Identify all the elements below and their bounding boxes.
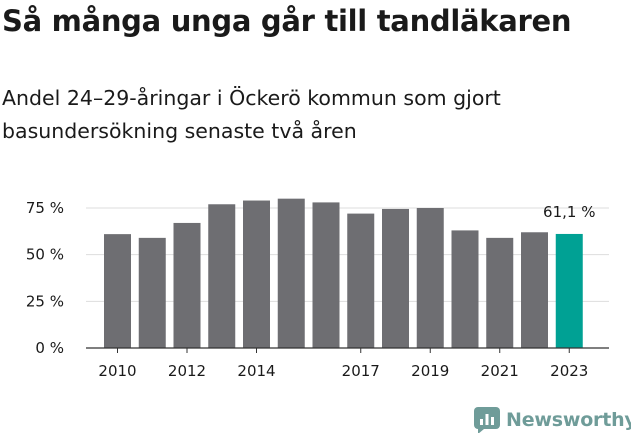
x-tick-label: 2017 [342,362,380,380]
x-tick-label: 2023 [550,362,588,380]
bar [208,204,236,348]
bar [416,208,444,348]
data-label-annotation: 61,1 % [543,203,595,221]
x-tick-label: 2019 [411,362,449,380]
chart-title: Så många unga går till tandläkaren [2,4,572,38]
y-tick-label: 75 % [26,199,64,217]
bar [277,198,305,348]
bar [173,222,201,348]
x-tick-label: 2010 [98,362,136,380]
bar-chart: 0 % 25 % 50 % 75 % 2010 2012 2014 2017 2019 2021 2… [26,198,609,380]
x-tick-label: 2012 [168,362,206,380]
y-tick-label: 0 % [35,339,64,357]
chart-subtitle: Andel 24–29-åringar i Öckerö kommun som … [2,86,501,143]
bar [312,202,340,348]
bar [521,232,548,348]
y-tick-label: 50 % [26,246,64,264]
bar [243,200,270,348]
y-tick-label: 25 % [26,292,64,310]
bar [451,230,479,348]
brand-name: Newsworthy [506,409,631,431]
bar [382,208,409,348]
bar [347,213,375,348]
bar [486,237,514,348]
bar-highlight [555,233,583,348]
bar [138,237,166,348]
bar [104,234,131,348]
x-tick-label: 2014 [237,362,275,380]
newsworthy-chart-logo-icon [474,407,500,433]
brand: Newsworthy [474,407,631,433]
x-tick-label: 2021 [481,362,519,380]
